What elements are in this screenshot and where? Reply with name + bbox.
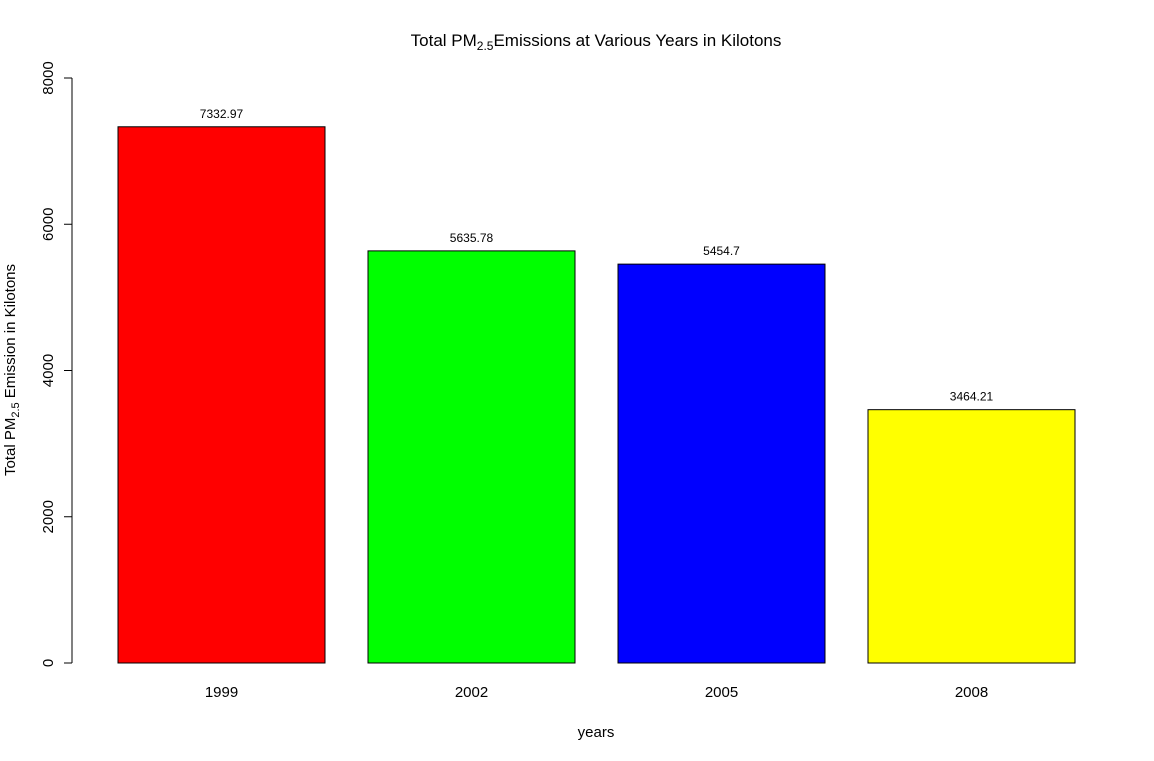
x-axis-label: years	[578, 724, 615, 741]
y-axis-label-prefix: Total PM	[2, 418, 19, 476]
y-tick-label: 2000	[40, 500, 57, 533]
chart-title: Total PM2.5Emissions at Various Years in…	[411, 31, 782, 53]
bars-group	[117, 126, 1076, 664]
y-tick-label: 0	[40, 659, 57, 667]
chart-title-prefix: Total PM	[411, 31, 477, 50]
data-label-2005: 5454.7	[703, 244, 740, 258]
x-tick-labels-group: 1999 2002 2005 2008	[205, 684, 988, 701]
chart-title-suffix: Emissions at Various Years in Kilotons	[493, 31, 781, 50]
y-axis-label: Total PM2.5 Emission in Kilotons	[2, 264, 22, 476]
data-label-2002: 5635.78	[450, 231, 494, 245]
y-tick-label: 6000	[40, 208, 57, 241]
x-tick-label-2005: 2005	[705, 684, 738, 701]
y-tick-label: 4000	[40, 354, 57, 387]
data-label-2008: 3464.21	[950, 390, 994, 404]
x-tick-label-1999: 1999	[205, 684, 238, 701]
data-label-1999: 7332.97	[200, 107, 244, 121]
y-axis-label-subscript: 2.5	[10, 402, 22, 417]
y-axis-label-suffix: Emission in Kilotons	[2, 264, 19, 402]
bar-2008	[867, 409, 1076, 664]
x-tick-label-2002: 2002	[455, 684, 488, 701]
y-axis: 0 2000 4000 6000 8000	[40, 61, 73, 667]
x-tick-label-2008: 2008	[955, 684, 988, 701]
data-labels-group: 7332.97 5635.78 5454.7 3464.21	[200, 107, 994, 404]
chart-title-subscript: 2.5	[477, 39, 494, 53]
bar-2002	[367, 250, 576, 664]
y-tick-label: 8000	[40, 61, 57, 94]
bar-1999	[117, 126, 326, 664]
bar-2005	[617, 263, 826, 664]
